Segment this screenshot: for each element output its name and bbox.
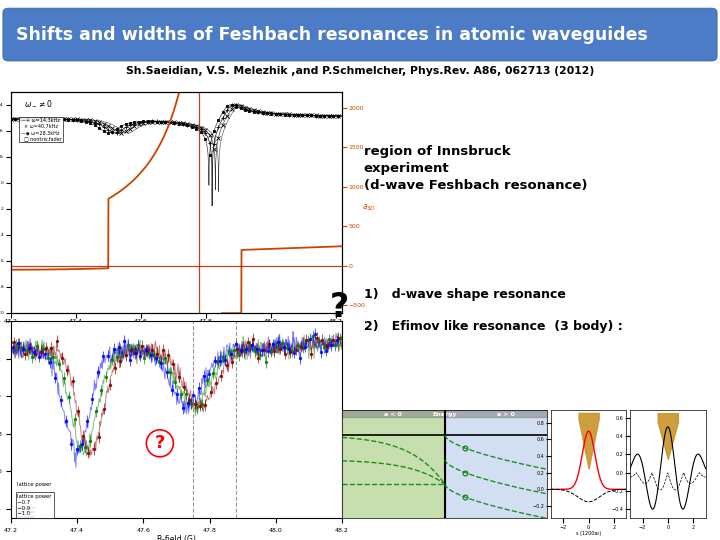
Text: region of Innsbruck: region of Innsbruck xyxy=(364,145,510,158)
Text: 2)   Efimov like resonance  (3 body) :: 2) Efimov like resonance (3 body) : xyxy=(364,320,622,333)
Text: lattice power
─ 0.7
─ 0.9
─ 1.0: lattice power ─ 0.7 ─ 0.9 ─ 1.0 xyxy=(17,494,52,516)
Text: —+ ω=14.3kHz
  × ω=40.7kHz
—◆ ω=28.3kHz
  □ nontriv.fader: —+ ω=14.3kHz × ω=40.7kHz —◆ ω=28.3kHz □ … xyxy=(21,118,62,141)
X-axis label: s (1200a₀): s (1200a₀) xyxy=(576,531,601,536)
Text: 1)   d-wave shape resonance: 1) d-wave shape resonance xyxy=(364,288,565,301)
FancyBboxPatch shape xyxy=(3,8,717,61)
Text: Sh.Saeidian, V.S. Melezhik ,and P.Schmelcher, Phys.Rev. A86, 062713 (2012): Sh.Saeidian, V.S. Melezhik ,and P.Schmel… xyxy=(126,66,594,76)
Text: $\omega_- \neq 0$: $\omega_- \neq 0$ xyxy=(24,98,53,109)
Bar xyxy=(342,410,547,417)
Text: (d-wave Feshbach resonance): (d-wave Feshbach resonance) xyxy=(364,179,587,192)
Text: experiment: experiment xyxy=(364,162,449,175)
X-axis label: B-field (G): B-field (G) xyxy=(157,535,196,540)
Bar xyxy=(342,410,445,518)
Y-axis label: $a_{3D}$: $a_{3D}$ xyxy=(361,202,375,213)
X-axis label: Magnetic Field (G): Magnetic Field (G) xyxy=(142,326,211,335)
Text: a > 0: a > 0 xyxy=(498,412,515,417)
Text: a < 0: a < 0 xyxy=(384,412,402,417)
Text: ?: ? xyxy=(155,434,165,453)
Bar xyxy=(445,410,547,518)
Text: Energy: Energy xyxy=(432,412,457,417)
Text: Shifts and widths of Feshbach resonances in atomic waveguides: Shifts and widths of Feshbach resonances… xyxy=(16,25,648,44)
Text: lattice power: lattice power xyxy=(17,482,52,487)
Text: ?: ? xyxy=(330,291,349,325)
